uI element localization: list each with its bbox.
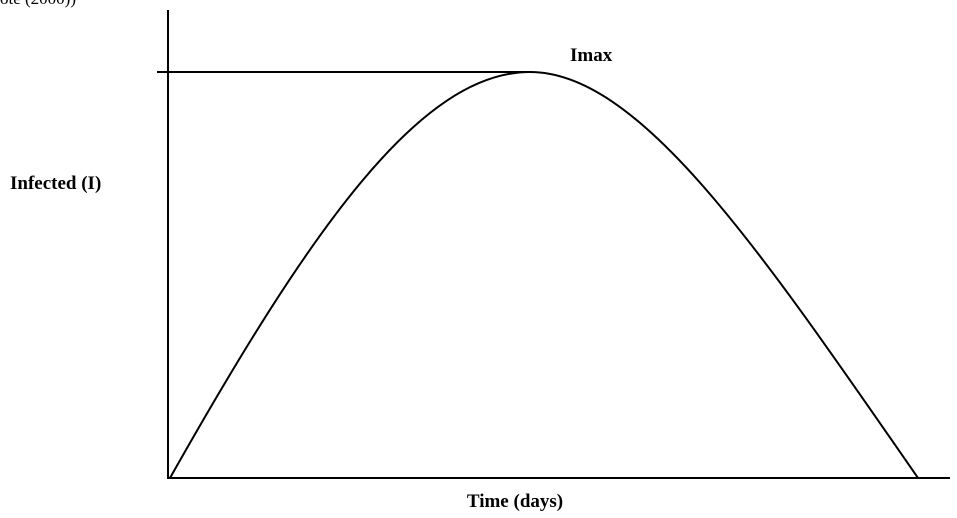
peak-label: Imax	[570, 45, 613, 66]
caption-fragment: ote (2000))	[0, 0, 76, 8]
x-axis-label: Time (days)	[467, 491, 563, 512]
infection-curve	[169, 70, 919, 479]
y-axis-label: Infected (I)	[10, 173, 101, 194]
